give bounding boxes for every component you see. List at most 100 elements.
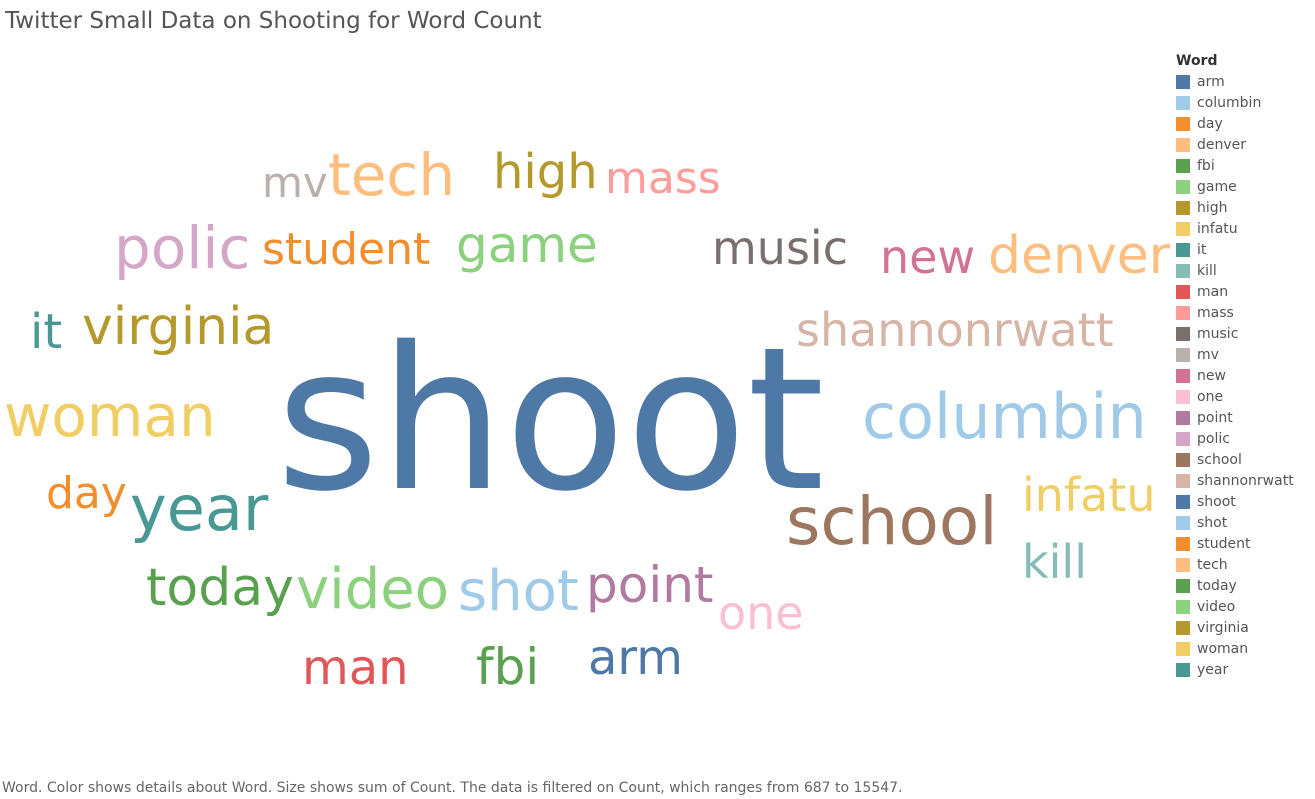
legend-swatch (1176, 578, 1190, 593)
legend-item-shot[interactable]: shot (1176, 512, 1311, 533)
word-school[interactable]: school (786, 483, 998, 560)
legend-label: new (1197, 367, 1226, 384)
legend-label: fbi (1197, 157, 1215, 174)
word-polic[interactable]: polic (114, 214, 250, 282)
legend-item-columbin[interactable]: columbin (1176, 92, 1311, 113)
legend-label: woman (1197, 640, 1249, 657)
legend-swatch (1176, 137, 1190, 152)
legend-label: virginia (1197, 619, 1249, 636)
legend-swatch (1176, 305, 1190, 320)
word-infatu[interactable]: infatu (1022, 468, 1156, 522)
word-music[interactable]: music (712, 221, 848, 275)
legend-label: kill (1197, 262, 1217, 279)
word-video[interactable]: video (296, 557, 449, 622)
legend-item-infatu[interactable]: infatu (1176, 218, 1311, 239)
legend-label: day (1197, 115, 1223, 132)
legend-item-denver[interactable]: denver (1176, 134, 1311, 155)
legend-swatch (1176, 410, 1190, 425)
legend-item-today[interactable]: today (1176, 575, 1311, 596)
legend-label: year (1197, 661, 1229, 678)
legend-label: columbin (1197, 94, 1262, 111)
legend-label: video (1197, 598, 1236, 615)
legend-item-shoot[interactable]: shoot (1176, 491, 1311, 512)
legend-swatch (1176, 116, 1190, 131)
word-new[interactable]: new (880, 230, 975, 284)
legend-item-music[interactable]: music (1176, 323, 1311, 344)
legend-label: man (1197, 283, 1229, 300)
legend-swatch (1176, 662, 1190, 677)
word-man[interactable]: man (302, 640, 409, 696)
legend-label: student (1197, 535, 1251, 552)
word-shannonrwatt[interactable]: shannonrwatt (796, 303, 1114, 357)
legend-label: one (1197, 388, 1224, 405)
legend-item-mass[interactable]: mass (1176, 302, 1311, 323)
legend-label: today (1197, 577, 1237, 594)
legend-swatch (1176, 179, 1190, 194)
legend-item-man[interactable]: man (1176, 281, 1311, 302)
legend-swatch (1176, 284, 1190, 299)
legend-items: arm columbin day denver fbi game high infatu it k… (1176, 71, 1311, 680)
legend-label: game (1197, 178, 1237, 195)
word-virginia[interactable]: virginia (82, 297, 274, 357)
word-arm[interactable]: arm (588, 630, 683, 686)
word-year[interactable]: year (130, 472, 269, 545)
word-student[interactable]: student (262, 224, 430, 275)
word-today[interactable]: today (146, 558, 294, 618)
legend-item-shannonrwatt[interactable]: shannonrwatt (1176, 470, 1311, 491)
legend-item-kill[interactable]: kill (1176, 260, 1311, 281)
legend-swatch (1176, 599, 1190, 614)
word-shoot[interactable]: shoot (276, 304, 825, 535)
legend-swatch (1176, 347, 1190, 362)
legend-swatch (1176, 221, 1190, 236)
word-one[interactable]: one (718, 586, 804, 640)
legend-label: shannonrwatt (1197, 472, 1294, 489)
legend-item-one[interactable]: one (1176, 386, 1311, 407)
legend-item-polic[interactable]: polic (1176, 428, 1311, 449)
legend-item-student[interactable]: student (1176, 533, 1311, 554)
legend-item-arm[interactable]: arm (1176, 71, 1311, 92)
word-it[interactable]: it (30, 304, 62, 360)
legend-swatch (1176, 263, 1190, 278)
legend-item-new[interactable]: new (1176, 365, 1311, 386)
word-kill[interactable]: kill (1022, 535, 1087, 589)
legend-swatch (1176, 389, 1190, 404)
word-columbin[interactable]: columbin (862, 380, 1147, 453)
legend-item-tech[interactable]: tech (1176, 554, 1311, 575)
legend-label: music (1197, 325, 1239, 342)
word-tech[interactable]: tech (328, 141, 455, 209)
legend-item-woman[interactable]: woman (1176, 638, 1311, 659)
legend-item-year[interactable]: year (1176, 659, 1311, 680)
legend-item-fbi[interactable]: fbi (1176, 155, 1311, 176)
legend-swatch (1176, 95, 1190, 110)
legend-label: shoot (1197, 493, 1236, 510)
legend-title: Word (1176, 53, 1218, 69)
legend-item-day[interactable]: day (1176, 113, 1311, 134)
legend-item-school[interactable]: school (1176, 449, 1311, 470)
legend-label: high (1197, 199, 1228, 216)
legend-swatch (1176, 536, 1190, 551)
legend-label: tech (1197, 556, 1228, 573)
word-fbi[interactable]: fbi (476, 638, 539, 696)
legend-swatch (1176, 620, 1190, 635)
word-day[interactable]: day (46, 468, 127, 519)
word-mv[interactable]: mv (262, 158, 328, 207)
legend-label: point (1197, 409, 1233, 426)
word-woman[interactable]: woman (4, 382, 216, 450)
legend-item-it[interactable]: it (1176, 239, 1311, 260)
word-game[interactable]: game (456, 216, 598, 274)
legend-label: mass (1197, 304, 1234, 321)
legend-item-virginia[interactable]: virginia (1176, 617, 1311, 638)
word-mass[interactable]: mass (605, 153, 721, 204)
word-denver[interactable]: denver (988, 226, 1170, 286)
legend-swatch (1176, 242, 1190, 257)
legend-item-point[interactable]: point (1176, 407, 1311, 428)
legend-item-game[interactable]: game (1176, 176, 1311, 197)
legend-item-video[interactable]: video (1176, 596, 1311, 617)
word-high[interactable]: high (493, 144, 598, 200)
legend-item-high[interactable]: high (1176, 197, 1311, 218)
word-shot[interactable]: shot (458, 559, 579, 624)
legend-label: mv (1197, 346, 1219, 363)
word-point[interactable]: point (586, 556, 714, 614)
legend-swatch (1176, 641, 1190, 656)
legend-item-mv[interactable]: mv (1176, 344, 1311, 365)
